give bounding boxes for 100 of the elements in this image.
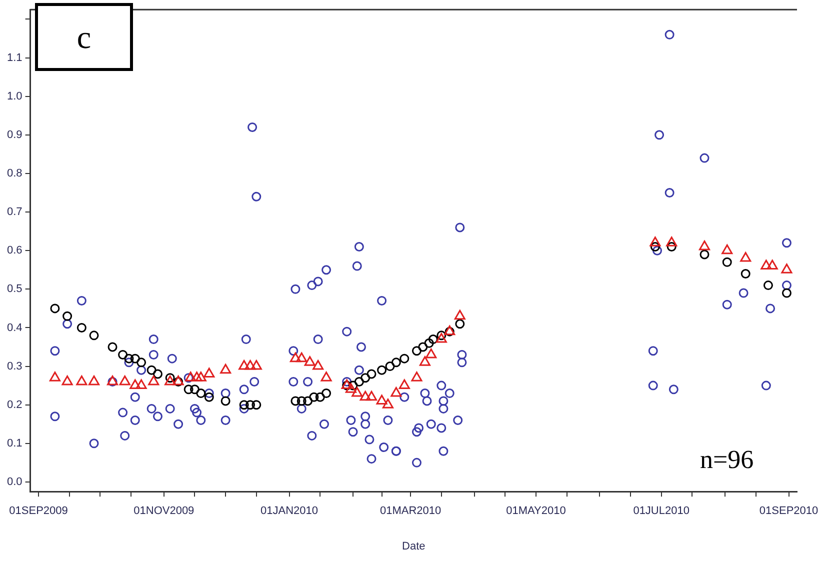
point xyxy=(250,360,262,370)
point xyxy=(700,250,710,260)
point xyxy=(376,394,388,404)
point xyxy=(760,260,772,270)
point xyxy=(454,310,466,320)
point xyxy=(411,372,422,382)
point xyxy=(698,240,710,250)
point xyxy=(49,372,60,382)
point xyxy=(650,236,661,246)
point xyxy=(290,352,301,362)
point xyxy=(184,384,194,394)
point xyxy=(130,354,140,364)
point xyxy=(303,396,313,406)
y-tick-label: 0.0 xyxy=(6,476,22,488)
point xyxy=(740,252,752,262)
y-tick-label: 0.1 xyxy=(6,437,22,450)
point xyxy=(76,375,88,386)
point xyxy=(239,400,249,410)
point xyxy=(390,387,402,397)
x-tick-label: 01SEP2009 xyxy=(9,505,68,518)
point xyxy=(119,375,130,386)
point xyxy=(312,360,324,370)
y-tick-label: 0.5 xyxy=(6,283,22,296)
point xyxy=(366,390,378,401)
point xyxy=(782,288,792,298)
point xyxy=(76,322,86,332)
point xyxy=(50,304,60,314)
y-tick-label: 0.4 xyxy=(6,322,22,334)
point xyxy=(666,242,676,252)
y-tick-label: 0.8 xyxy=(6,168,22,180)
point xyxy=(148,375,160,386)
point xyxy=(315,392,325,402)
point xyxy=(108,342,118,352)
point xyxy=(220,396,230,406)
annotation: c xyxy=(35,3,133,71)
point xyxy=(377,365,387,375)
x-tick-label: 01NOV2009 xyxy=(134,505,194,518)
x-tick-label: 01SEP2010 xyxy=(759,505,818,518)
point xyxy=(436,330,446,340)
point xyxy=(666,236,678,246)
point xyxy=(89,330,99,340)
point xyxy=(360,390,371,401)
x-axis-title: Date xyxy=(402,540,426,552)
point xyxy=(428,334,438,344)
point xyxy=(165,373,175,383)
point xyxy=(455,319,465,329)
point xyxy=(88,375,100,386)
point xyxy=(204,368,215,378)
point xyxy=(391,358,401,368)
y-tick-label: 0.9 xyxy=(6,128,22,141)
y-tick-label: 1.0 xyxy=(6,90,22,102)
point xyxy=(763,280,773,290)
point xyxy=(418,342,428,352)
point xyxy=(130,379,141,390)
y-tick-label: 1.1 xyxy=(6,52,22,64)
point xyxy=(136,379,147,390)
point xyxy=(740,268,750,278)
y-tick-label: 0.6 xyxy=(6,244,22,257)
point xyxy=(146,365,156,375)
point xyxy=(412,346,422,356)
point xyxy=(424,338,434,348)
point xyxy=(766,260,778,270)
point xyxy=(290,396,300,406)
point xyxy=(366,369,376,379)
annotation: n=96 xyxy=(700,445,754,475)
point xyxy=(354,376,364,386)
point xyxy=(426,348,437,358)
point xyxy=(190,384,200,394)
point xyxy=(352,387,363,397)
point xyxy=(185,372,196,382)
point xyxy=(62,375,73,386)
point xyxy=(244,360,256,370)
point xyxy=(195,372,206,382)
point xyxy=(722,244,733,254)
point xyxy=(309,392,319,402)
x-tick-label: 01MAR2010 xyxy=(380,505,442,518)
y-tick-label: 0.3 xyxy=(6,360,22,372)
point xyxy=(152,369,162,379)
x-tick-label: 01JAN2010 xyxy=(260,505,318,518)
point xyxy=(722,257,732,267)
x-tick-label: 01JUL2010 xyxy=(633,505,690,518)
point xyxy=(296,352,308,362)
point xyxy=(196,388,206,398)
y-tick-label: 0.2 xyxy=(6,398,22,411)
point xyxy=(62,311,72,321)
point xyxy=(118,350,128,360)
point xyxy=(191,372,202,382)
point xyxy=(204,392,214,402)
point xyxy=(164,375,176,386)
point xyxy=(252,400,262,410)
x-tick-label: 01MAY2010 xyxy=(506,505,566,518)
point xyxy=(385,362,395,372)
point xyxy=(245,400,255,410)
point xyxy=(382,398,394,408)
point xyxy=(304,356,316,366)
y-tick-label: 0.7 xyxy=(6,206,22,218)
point xyxy=(238,360,250,370)
point xyxy=(360,373,370,383)
point xyxy=(781,264,792,274)
point xyxy=(124,354,134,364)
